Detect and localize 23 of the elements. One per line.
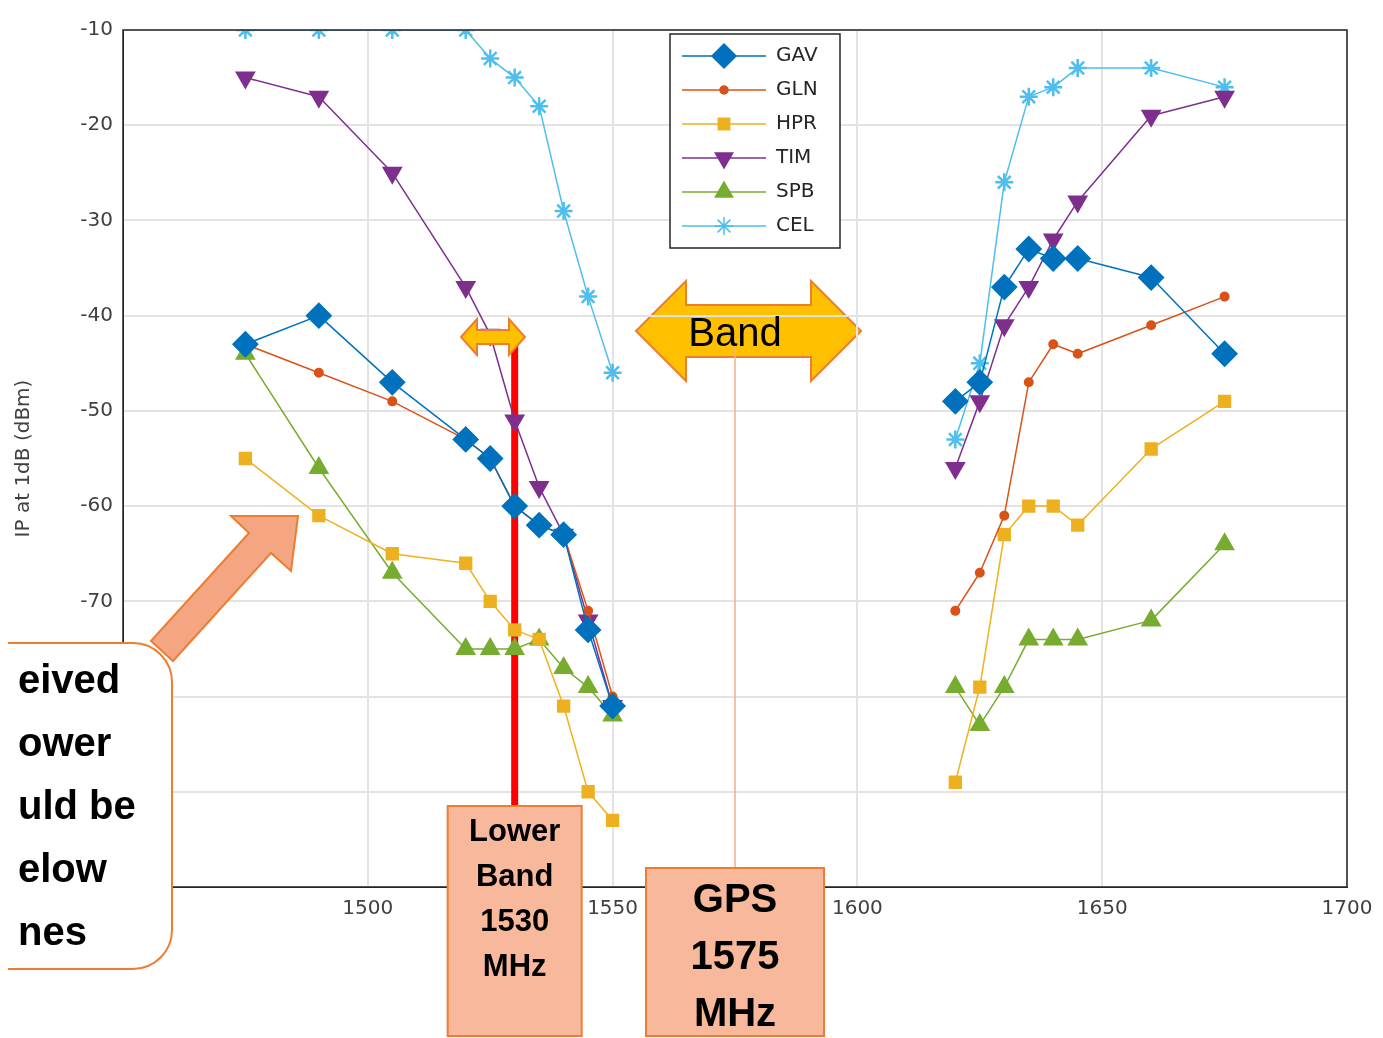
y-tick-label: -10 (80, 16, 113, 41)
x-tick-label: 1500 (342, 895, 394, 920)
y-tick-label: -40 (80, 301, 113, 326)
x-tick-label: 1650 (1076, 895, 1128, 920)
y-tick-label: -20 (80, 111, 113, 136)
x-tick-label: 1600 (831, 895, 883, 920)
x-tick-label: 1700 (1321, 895, 1373, 920)
annotation: eived ower uld be elow nes (6, 642, 173, 970)
legend-label: CEL (776, 212, 815, 237)
annotation: Band (688, 309, 782, 354)
ref-line-label: Lower Band 1530 MHz (469, 813, 561, 984)
y-tick-label: -60 (80, 492, 113, 517)
x-tick-label: 1550 (587, 895, 639, 920)
legend-label: GLN (776, 76, 818, 101)
legend-label: GAV (776, 42, 818, 67)
y-tick-label: -50 (80, 397, 113, 422)
y-tick-label: -30 (80, 206, 113, 231)
legend-label: TIM (775, 144, 812, 169)
legend-label: HPR (776, 110, 818, 135)
y-axis-title: IP at 1dB (dBm) (10, 379, 35, 538)
ref-line-label: GPS 1575 MHz (690, 875, 780, 1034)
legend-label: SPB (776, 178, 815, 203)
y-tick-label: -70 (80, 587, 113, 612)
